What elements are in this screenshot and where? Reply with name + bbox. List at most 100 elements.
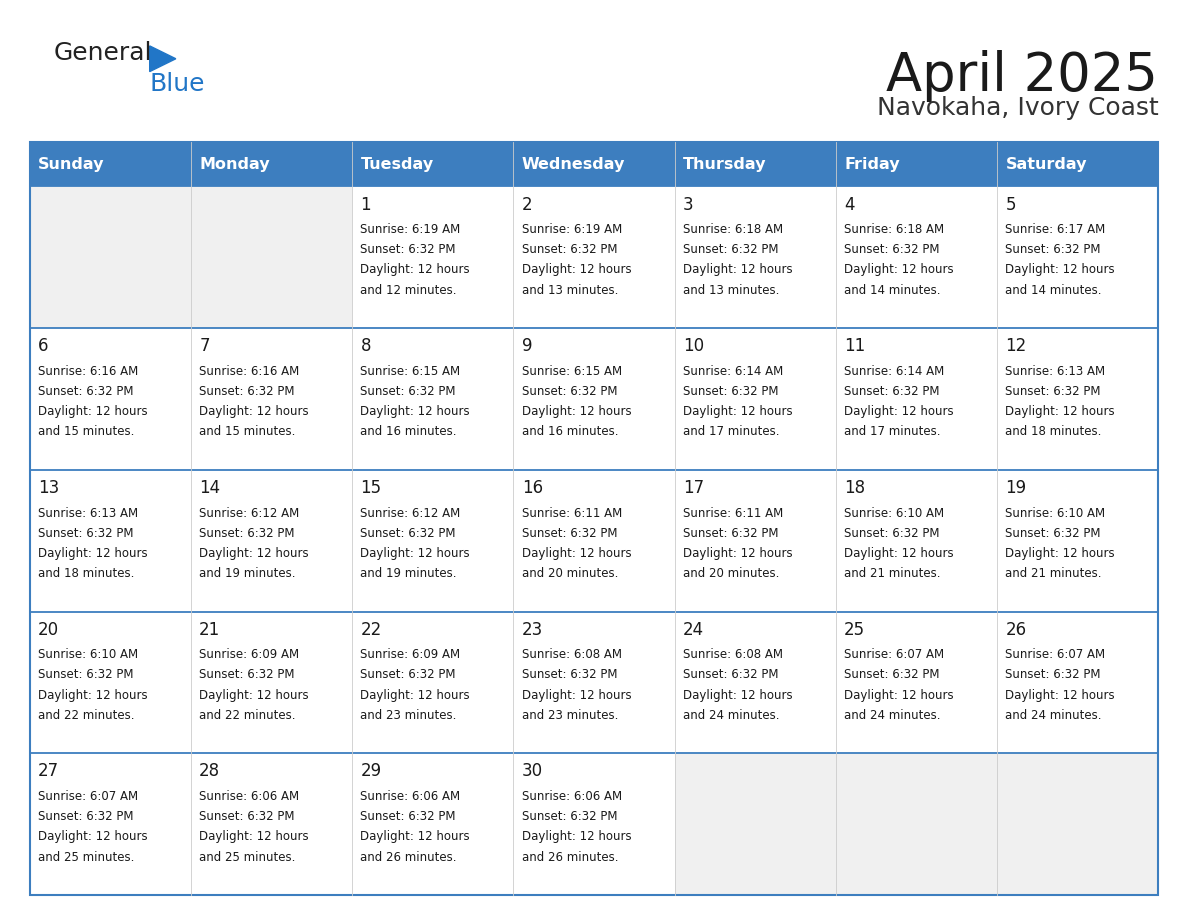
Bar xyxy=(352,186,513,328)
Text: Sunrise: 6:06 AM: Sunrise: 6:06 AM xyxy=(522,790,621,803)
Text: and 15 minutes.: and 15 minutes. xyxy=(200,425,296,439)
Text: Sunset: 6:32 PM: Sunset: 6:32 PM xyxy=(845,527,940,540)
Text: and 19 minutes.: and 19 minutes. xyxy=(200,567,296,580)
Text: Daylight: 12 hours: Daylight: 12 hours xyxy=(522,405,631,419)
Text: Sunrise: 6:18 AM: Sunrise: 6:18 AM xyxy=(845,223,944,236)
Bar xyxy=(352,611,513,754)
Text: Sunset: 6:32 PM: Sunset: 6:32 PM xyxy=(522,668,618,681)
Text: Sunset: 6:32 PM: Sunset: 6:32 PM xyxy=(360,668,456,681)
Bar xyxy=(836,186,997,328)
Text: 12: 12 xyxy=(1005,337,1026,355)
Text: 22: 22 xyxy=(360,621,381,639)
Text: and 21 minutes.: and 21 minutes. xyxy=(845,567,941,580)
Text: Sunrise: 6:08 AM: Sunrise: 6:08 AM xyxy=(522,648,621,661)
Text: and 19 minutes.: and 19 minutes. xyxy=(360,567,457,580)
Text: Sunset: 6:32 PM: Sunset: 6:32 PM xyxy=(522,527,618,540)
Text: and 13 minutes.: and 13 minutes. xyxy=(522,284,618,297)
Text: Sunday: Sunday xyxy=(38,157,105,172)
Bar xyxy=(513,611,675,754)
Text: Sunset: 6:32 PM: Sunset: 6:32 PM xyxy=(38,527,133,540)
Text: Sunrise: 6:07 AM: Sunrise: 6:07 AM xyxy=(38,790,138,803)
Text: Sunrise: 6:16 AM: Sunrise: 6:16 AM xyxy=(38,364,138,378)
Bar xyxy=(352,470,513,611)
Text: Daylight: 12 hours: Daylight: 12 hours xyxy=(683,547,792,560)
Polygon shape xyxy=(150,46,176,72)
Text: Daylight: 12 hours: Daylight: 12 hours xyxy=(522,831,631,844)
Bar xyxy=(675,470,836,611)
Bar xyxy=(191,611,352,754)
Text: and 21 minutes.: and 21 minutes. xyxy=(1005,567,1102,580)
Text: Daylight: 12 hours: Daylight: 12 hours xyxy=(200,547,309,560)
Text: Sunset: 6:32 PM: Sunset: 6:32 PM xyxy=(38,385,133,398)
Text: Daylight: 12 hours: Daylight: 12 hours xyxy=(845,405,954,419)
Text: Sunrise: 6:11 AM: Sunrise: 6:11 AM xyxy=(522,507,623,520)
Bar xyxy=(30,186,191,328)
Text: Daylight: 12 hours: Daylight: 12 hours xyxy=(360,688,470,701)
Text: and 16 minutes.: and 16 minutes. xyxy=(360,425,457,439)
Text: and 22 minutes.: and 22 minutes. xyxy=(200,709,296,722)
Text: 18: 18 xyxy=(845,479,865,497)
Text: Sunset: 6:32 PM: Sunset: 6:32 PM xyxy=(38,811,133,823)
Text: and 14 minutes.: and 14 minutes. xyxy=(1005,284,1102,297)
Bar xyxy=(191,754,352,895)
Text: and 12 minutes.: and 12 minutes. xyxy=(360,284,457,297)
Text: 4: 4 xyxy=(845,196,854,214)
Bar xyxy=(675,142,836,186)
Text: 11: 11 xyxy=(845,337,865,355)
Text: Sunset: 6:32 PM: Sunset: 6:32 PM xyxy=(683,668,778,681)
Text: and 24 minutes.: and 24 minutes. xyxy=(1005,709,1102,722)
Text: Sunset: 6:32 PM: Sunset: 6:32 PM xyxy=(522,385,618,398)
Text: Sunset: 6:32 PM: Sunset: 6:32 PM xyxy=(845,668,940,681)
Bar xyxy=(513,328,675,470)
Text: Daylight: 12 hours: Daylight: 12 hours xyxy=(1005,405,1116,419)
Text: Sunset: 6:32 PM: Sunset: 6:32 PM xyxy=(1005,668,1101,681)
Bar xyxy=(997,754,1158,895)
Text: 25: 25 xyxy=(845,621,865,639)
Bar xyxy=(30,611,191,754)
Text: Saturday: Saturday xyxy=(1005,157,1087,172)
Text: Daylight: 12 hours: Daylight: 12 hours xyxy=(683,405,792,419)
Text: Sunset: 6:32 PM: Sunset: 6:32 PM xyxy=(200,385,295,398)
Bar xyxy=(836,328,997,470)
Text: Daylight: 12 hours: Daylight: 12 hours xyxy=(845,688,954,701)
Text: Sunset: 6:32 PM: Sunset: 6:32 PM xyxy=(683,385,778,398)
Text: Daylight: 12 hours: Daylight: 12 hours xyxy=(360,547,470,560)
Text: Sunrise: 6:16 AM: Sunrise: 6:16 AM xyxy=(200,364,299,378)
Text: Sunset: 6:32 PM: Sunset: 6:32 PM xyxy=(200,811,295,823)
Bar xyxy=(30,142,191,186)
Text: 26: 26 xyxy=(1005,621,1026,639)
Bar xyxy=(997,328,1158,470)
Text: 6: 6 xyxy=(38,337,49,355)
Text: Sunrise: 6:17 AM: Sunrise: 6:17 AM xyxy=(1005,223,1106,236)
Text: 10: 10 xyxy=(683,337,704,355)
Text: Daylight: 12 hours: Daylight: 12 hours xyxy=(683,688,792,701)
Text: Sunrise: 6:13 AM: Sunrise: 6:13 AM xyxy=(1005,364,1106,378)
Text: Sunset: 6:32 PM: Sunset: 6:32 PM xyxy=(360,811,456,823)
Text: and 23 minutes.: and 23 minutes. xyxy=(360,709,457,722)
Text: and 24 minutes.: and 24 minutes. xyxy=(845,709,941,722)
Text: Navokaha, Ivory Coast: Navokaha, Ivory Coast xyxy=(877,96,1158,120)
Text: and 17 minutes.: and 17 minutes. xyxy=(845,425,941,439)
Text: Sunrise: 6:19 AM: Sunrise: 6:19 AM xyxy=(360,223,461,236)
Bar xyxy=(352,328,513,470)
Text: Sunset: 6:32 PM: Sunset: 6:32 PM xyxy=(200,527,295,540)
Bar xyxy=(191,142,352,186)
Text: Daylight: 12 hours: Daylight: 12 hours xyxy=(38,405,147,419)
Text: Daylight: 12 hours: Daylight: 12 hours xyxy=(1005,688,1116,701)
Text: Sunset: 6:32 PM: Sunset: 6:32 PM xyxy=(200,668,295,681)
Text: General: General xyxy=(53,41,152,65)
Text: Daylight: 12 hours: Daylight: 12 hours xyxy=(522,263,631,276)
Text: Sunset: 6:32 PM: Sunset: 6:32 PM xyxy=(1005,527,1101,540)
Text: Daylight: 12 hours: Daylight: 12 hours xyxy=(522,688,631,701)
Text: Daylight: 12 hours: Daylight: 12 hours xyxy=(360,263,470,276)
Text: Sunset: 6:32 PM: Sunset: 6:32 PM xyxy=(683,527,778,540)
Text: 30: 30 xyxy=(522,763,543,780)
Text: 29: 29 xyxy=(360,763,381,780)
Text: 17: 17 xyxy=(683,479,704,497)
Bar xyxy=(836,142,997,186)
Bar xyxy=(997,611,1158,754)
Bar xyxy=(191,328,352,470)
Text: 23: 23 xyxy=(522,621,543,639)
Bar xyxy=(513,470,675,611)
Text: Blue: Blue xyxy=(150,72,206,95)
